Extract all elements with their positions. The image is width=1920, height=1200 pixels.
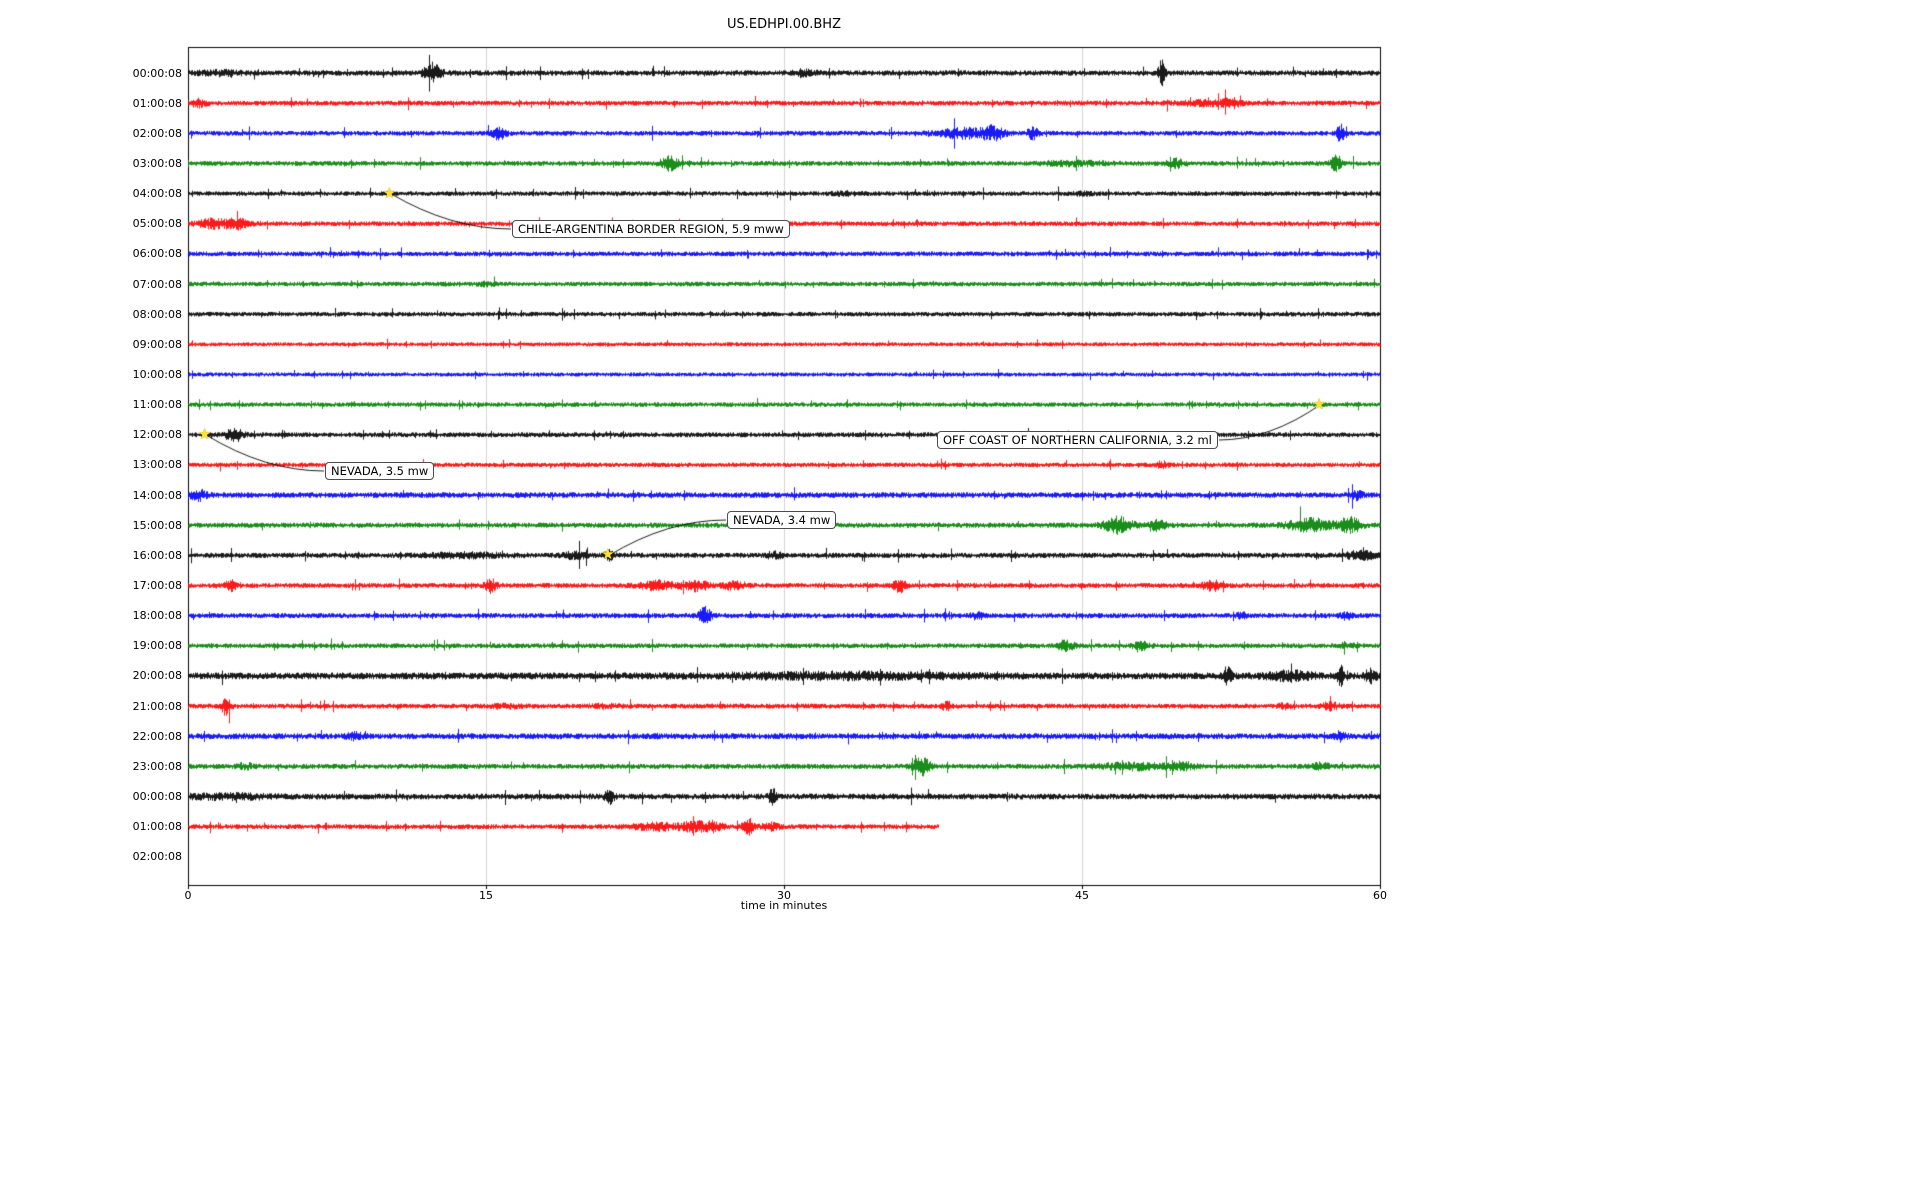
y-tick-label: 21:00:08 [132,699,182,713]
x-tick-label: 45 [1075,889,1089,902]
y-tick-label: 17:00:08 [132,579,182,593]
y-tick-label: 01:00:08 [132,96,182,110]
event-marker-star-icon: ★ [382,183,397,202]
y-tick-label: 14:00:08 [132,488,182,502]
y-tick-label: 05:00:08 [132,217,182,231]
x-tick-label: 0 [184,889,192,902]
y-tick-label: 08:00:08 [132,307,182,321]
y-tick-label: 01:00:08 [132,820,182,834]
x-tick-label: 30 [777,889,791,902]
y-tick-label: 02:00:08 [132,126,182,140]
y-tick-label: 20:00:08 [132,669,182,683]
y-tick-label: 12:00:08 [132,428,182,442]
y-tick-label: 19:00:08 [132,639,182,653]
y-tick-label: 22:00:08 [132,729,182,743]
y-tick-label: 04:00:08 [132,187,182,201]
x-axis-label: time in minutes [740,899,828,912]
y-tick-label: 03:00:08 [132,156,182,170]
y-tick-label: 06:00:08 [132,247,182,261]
y-tick-label: 09:00:08 [132,337,182,351]
y-tick-label: 15:00:08 [132,518,182,532]
event-label: CHILE-ARGENTINA BORDER REGION, 5.9 mww [512,220,790,238]
x-tick-label: 15 [479,889,493,902]
y-tick-label: 10:00:08 [132,367,182,381]
y-tick-label: 11:00:08 [132,398,182,412]
event-label: NEVADA, 3.4 mw [727,511,837,529]
x-tick-label: 60 [1373,889,1387,902]
y-tick-label: 18:00:08 [132,609,182,623]
event-marker-star-icon: ★ [601,545,615,564]
event-label: OFF COAST OF NORTHERN CALIFORNIA, 3.2 ml [937,431,1218,449]
y-tick-label: 23:00:08 [132,759,182,773]
y-tick-label: 16:00:08 [132,548,182,562]
y-tick-label: 13:00:08 [132,458,182,472]
y-tick-label: 00:00:08 [132,66,182,80]
y-tick-label: 07:00:08 [132,277,182,291]
event-label: NEVADA, 3.5 mw [325,462,435,480]
event-marker-star-icon: ★ [1312,394,1326,413]
y-tick-label: 02:00:08 [132,850,182,864]
y-tick-label: 00:00:08 [132,790,182,804]
event-marker-star-icon: ★ [197,424,212,443]
